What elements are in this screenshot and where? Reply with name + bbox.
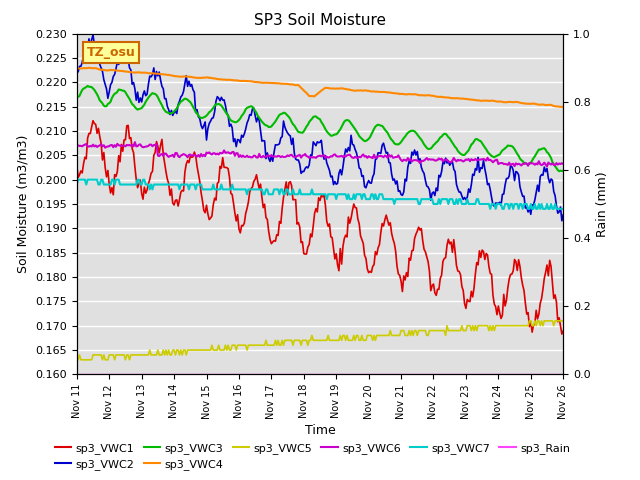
sp3_VWC4 <box>367 89 375 95</box>
sp3_Rain <box>350 372 358 377</box>
sp3_VWC2 <box>89 32 97 38</box>
sp3_VWC2 <box>86 43 94 49</box>
X-axis label: Time: Time <box>305 424 335 437</box>
sp3_VWC6 <box>351 154 359 159</box>
sp3_VWC1 <box>558 331 566 337</box>
Line: sp3_VWC5: sp3_VWC5 <box>77 321 563 360</box>
sp3_Rain <box>559 372 567 377</box>
sp3_VWC5 <box>559 318 567 324</box>
Line: sp3_VWC1: sp3_VWC1 <box>77 120 563 334</box>
sp3_VWC3 <box>367 132 375 137</box>
sp3_VWC2 <box>501 182 509 188</box>
sp3_VWC7 <box>367 192 375 197</box>
sp3_VWC5 <box>73 357 81 363</box>
sp3_VWC4 <box>559 104 567 110</box>
sp3_VWC1 <box>73 162 81 168</box>
sp3_Rain <box>163 372 171 377</box>
sp3_VWC1 <box>86 131 94 136</box>
sp3_VWC2 <box>559 212 567 217</box>
sp3_VWC6 <box>131 139 139 145</box>
Line: sp3_VWC3: sp3_VWC3 <box>77 86 563 171</box>
sp3_VWC6 <box>165 154 173 160</box>
sp3_VWC2 <box>165 107 173 113</box>
Line: sp3_VWC4: sp3_VWC4 <box>77 68 563 107</box>
sp3_VWC3 <box>378 123 386 129</box>
sp3_VWC1 <box>501 303 509 309</box>
sp3_VWC1 <box>165 180 173 186</box>
sp3_VWC7 <box>502 201 510 207</box>
sp3_VWC5 <box>350 333 358 338</box>
sp3_VWC4 <box>501 99 509 105</box>
sp3_Rain <box>500 372 508 377</box>
Y-axis label: Soil Moisture (m3/m3): Soil Moisture (m3/m3) <box>17 135 29 273</box>
sp3_VWC1 <box>89 118 97 123</box>
sp3_VWC4 <box>85 65 93 71</box>
sp3_VWC3 <box>351 126 359 132</box>
sp3_Rain <box>73 372 81 377</box>
sp3_Rain <box>377 372 385 377</box>
sp3_VWC3 <box>73 94 81 99</box>
sp3_VWC4 <box>165 72 173 78</box>
sp3_VWC5 <box>500 323 508 329</box>
Legend: sp3_VWC1, sp3_VWC2, sp3_VWC3, sp3_VWC4, sp3_VWC5, sp3_VWC6, sp3_VWC7, sp3_Rain: sp3_VWC1, sp3_VWC2, sp3_VWC3, sp3_VWC4, … <box>51 438 575 474</box>
sp3_VWC3 <box>556 168 563 174</box>
sp3_VWC4 <box>351 88 359 94</box>
sp3_VWC4 <box>378 89 386 95</box>
sp3_VWC7 <box>486 206 494 212</box>
Line: sp3_VWC6: sp3_VWC6 <box>77 142 563 167</box>
sp3_VWC5 <box>525 318 533 324</box>
sp3_VWC3 <box>559 168 567 174</box>
sp3_VWC5 <box>163 352 171 358</box>
sp3_VWC1 <box>559 328 567 334</box>
sp3_VWC7 <box>378 192 386 197</box>
sp3_VWC7 <box>351 196 359 202</box>
sp3_VWC2 <box>378 143 386 148</box>
sp3_VWC3 <box>84 83 92 89</box>
sp3_VWC5 <box>86 357 94 363</box>
sp3_VWC7 <box>165 181 173 187</box>
Line: sp3_VWC7: sp3_VWC7 <box>77 180 563 209</box>
Title: SP3 Soil Moisture: SP3 Soil Moisture <box>254 13 386 28</box>
sp3_VWC7 <box>88 177 95 182</box>
sp3_VWC4 <box>73 65 81 71</box>
sp3_VWC7 <box>74 177 82 182</box>
sp3_VWC3 <box>501 145 509 151</box>
sp3_VWC2 <box>558 218 566 224</box>
sp3_VWC3 <box>165 110 173 116</box>
sp3_VWC2 <box>351 146 359 152</box>
sp3_VWC2 <box>367 180 375 186</box>
sp3_VWC4 <box>88 65 95 71</box>
sp3_VWC6 <box>367 155 375 160</box>
sp3_VWC1 <box>378 221 386 227</box>
sp3_VWC6 <box>559 161 567 167</box>
sp3_VWC1 <box>351 204 359 210</box>
sp3_VWC7 <box>73 181 81 187</box>
Line: sp3_VWC2: sp3_VWC2 <box>77 35 563 221</box>
sp3_VWC6 <box>86 143 94 149</box>
sp3_VWC1 <box>367 269 375 275</box>
sp3_VWC5 <box>366 333 374 338</box>
sp3_Rain <box>366 372 374 377</box>
sp3_VWC5 <box>377 333 385 338</box>
sp3_VWC6 <box>378 153 386 159</box>
sp3_VWC7 <box>559 206 567 212</box>
Text: TZ_osu: TZ_osu <box>86 46 135 59</box>
sp3_VWC6 <box>501 161 509 167</box>
sp3_VWC3 <box>88 84 95 90</box>
sp3_Rain <box>86 372 94 377</box>
Y-axis label: Rain (mm): Rain (mm) <box>596 171 609 237</box>
sp3_VWC6 <box>73 143 81 149</box>
sp3_VWC2 <box>73 65 81 71</box>
sp3_VWC6 <box>543 164 551 169</box>
